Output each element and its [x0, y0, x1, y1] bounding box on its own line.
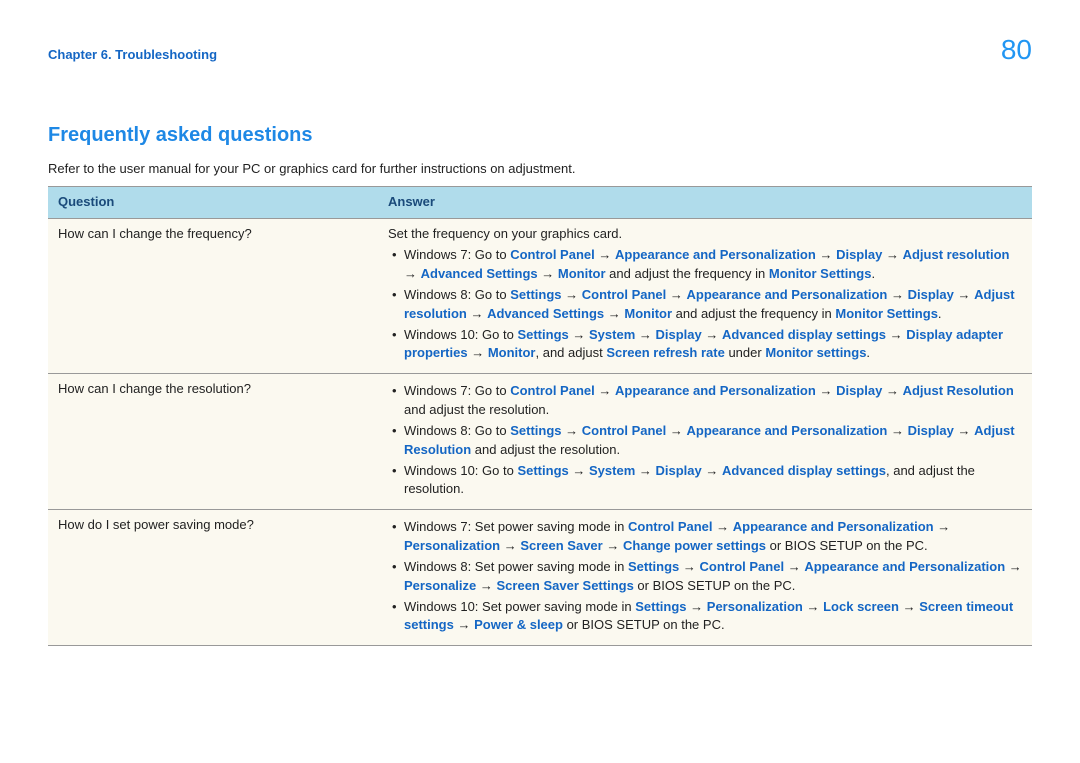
col-question-header: Question: [48, 187, 378, 219]
answer-item: Windows 8: Set power saving mode in Sett…: [388, 558, 1022, 596]
faq-table: Question Answer How can I change the fre…: [48, 186, 1032, 646]
answer-list: Windows 7: Set power saving mode in Cont…: [388, 518, 1022, 635]
answer-list: Windows 7: Go to Control Panel → Appeara…: [388, 382, 1022, 499]
faq-heading: Frequently asked questions: [48, 121, 1032, 150]
faq-intro: Refer to the user manual for your PC or …: [48, 160, 1032, 179]
answer-item: Windows 7: Set power saving mode in Cont…: [388, 518, 1022, 556]
answer-item: Windows 7: Go to Control Panel → Appeara…: [388, 382, 1022, 420]
page-number: 80: [1001, 30, 1032, 71]
answer-item: Windows 8: Go to Settings → Control Pane…: [388, 422, 1022, 460]
table-row: How can I change the frequency?Set the f…: [48, 219, 1032, 374]
page-container: Chapter 6. Troubleshooting 80 Frequently…: [0, 0, 1080, 646]
answer-item: Windows 8: Go to Settings → Control Pane…: [388, 286, 1022, 324]
answer-item: Windows 10: Set power saving mode in Set…: [388, 598, 1022, 636]
answer-cell: Windows 7: Set power saving mode in Cont…: [378, 510, 1032, 646]
table-row: How can I change the resolution? Windows …: [48, 374, 1032, 510]
answer-item: Windows 10: Go to Settings → System → Di…: [388, 462, 1022, 500]
answer-cell: Windows 7: Go to Control Panel → Appeara…: [378, 374, 1032, 510]
question-cell: How can I change the frequency?: [48, 219, 378, 374]
answer-item: Windows 7: Go to Control Panel → Appeara…: [388, 246, 1022, 284]
answer-lead: Set the frequency on your graphics card.: [388, 225, 1022, 244]
answer-cell: Set the frequency on your graphics card.…: [378, 219, 1032, 374]
col-answer-header: Answer: [378, 187, 1032, 219]
answer-list: Windows 7: Go to Control Panel → Appeara…: [388, 246, 1022, 363]
chapter-title: Chapter 6. Troubleshooting: [48, 46, 217, 65]
answer-item: Windows 10: Go to Settings → System → Di…: [388, 326, 1022, 364]
table-row: How do I set power saving mode? Windows 7…: [48, 510, 1032, 646]
page-header: Chapter 6. Troubleshooting 80: [48, 36, 1032, 71]
question-cell: How can I change the resolution?: [48, 374, 378, 510]
question-cell: How do I set power saving mode?: [48, 510, 378, 646]
